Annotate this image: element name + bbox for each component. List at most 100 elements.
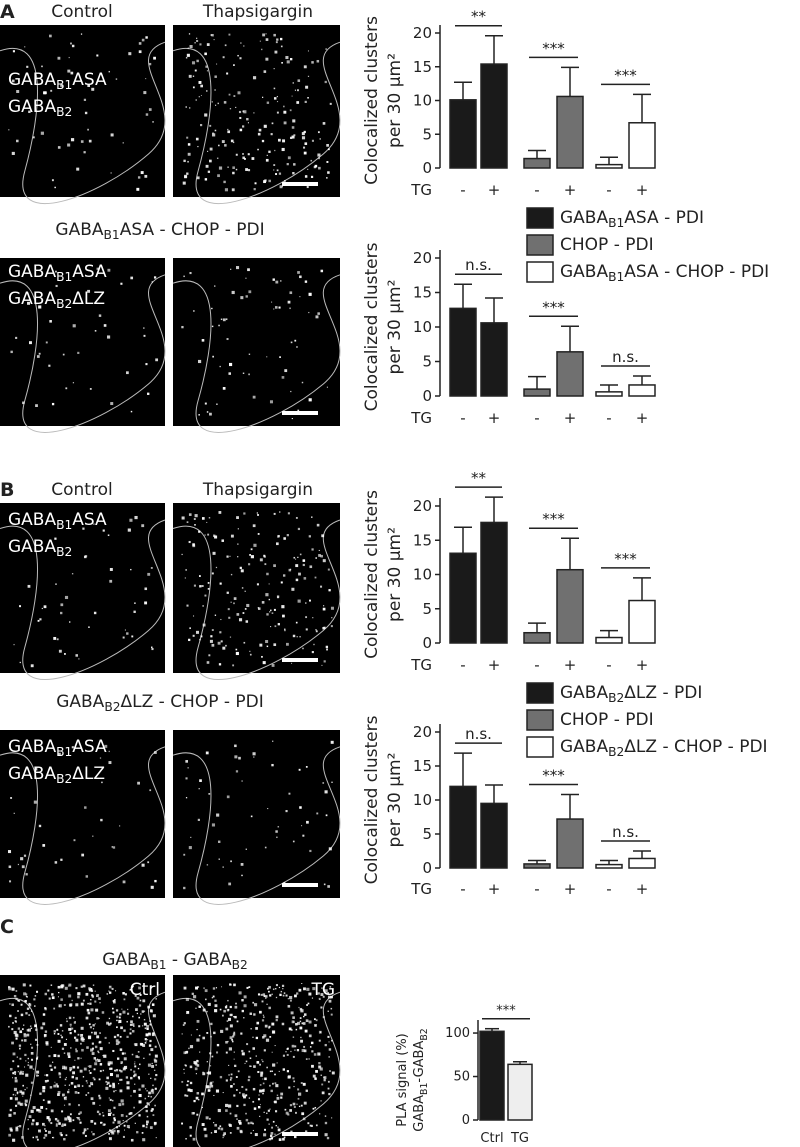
speckle <box>248 1075 251 1079</box>
speckle <box>92 1028 95 1030</box>
speckle <box>36 1070 40 1074</box>
speckle <box>260 1071 264 1075</box>
speckle <box>228 1123 231 1126</box>
speckle <box>324 1115 327 1117</box>
speckle <box>257 513 260 516</box>
speckle <box>253 1065 256 1068</box>
speckle <box>262 96 264 98</box>
speckle <box>116 1034 120 1037</box>
speckle <box>230 573 233 576</box>
speckle <box>91 1031 93 1034</box>
y-tick-label: 0 <box>422 387 432 405</box>
speckle <box>313 1053 317 1056</box>
speckle <box>230 1013 233 1017</box>
speckle <box>27 1028 31 1032</box>
speckle <box>227 1040 229 1043</box>
speckle <box>61 1124 64 1127</box>
speckle <box>153 276 157 279</box>
speckle <box>191 1111 195 1115</box>
speckle <box>276 95 278 98</box>
speckle <box>326 177 328 179</box>
bar <box>523 631 551 644</box>
speckle <box>247 122 249 124</box>
significance-label: ** <box>471 7 487 25</box>
speckle <box>282 988 284 990</box>
speckle <box>92 1101 96 1105</box>
speckle <box>59 1132 63 1135</box>
speckle <box>186 1010 190 1015</box>
speckle <box>316 523 320 527</box>
speckle <box>146 1120 149 1124</box>
speckle <box>11 1003 14 1007</box>
speckle <box>183 159 186 163</box>
speckle <box>299 1007 303 1011</box>
speckle <box>323 660 326 663</box>
speckle <box>285 1050 287 1053</box>
speckle <box>62 1093 65 1097</box>
speckle <box>210 1081 213 1084</box>
speckle <box>307 97 309 99</box>
speckle <box>274 1133 276 1135</box>
speckle <box>133 1106 135 1109</box>
speckle <box>74 1091 78 1094</box>
speckle <box>288 1086 291 1089</box>
speckle <box>263 180 266 184</box>
speckle <box>209 1082 213 1086</box>
speckle <box>233 1083 235 1085</box>
speckle <box>228 1104 232 1108</box>
speckle <box>286 534 289 537</box>
speckle <box>40 1026 44 1030</box>
speckle <box>87 1128 89 1130</box>
speckle <box>278 172 282 175</box>
speckle <box>242 372 245 374</box>
speckle <box>212 987 216 990</box>
speckle <box>53 1066 57 1069</box>
speckle <box>233 1031 236 1034</box>
speckle <box>314 576 317 579</box>
speckle <box>235 648 238 651</box>
speckle <box>301 381 304 384</box>
y-tick-label: 15 <box>413 57 432 75</box>
speckle <box>215 104 217 106</box>
speckle <box>67 143 71 147</box>
speckle <box>323 883 326 886</box>
speckle <box>202 1008 206 1012</box>
speckle <box>239 566 242 570</box>
speckle <box>287 997 290 1000</box>
speckle <box>58 1122 61 1125</box>
speckle <box>250 815 253 818</box>
speckle <box>280 990 283 993</box>
speckle <box>67 1052 71 1056</box>
speckle <box>91 995 95 998</box>
speckle <box>188 1047 190 1050</box>
speckle <box>262 661 266 665</box>
micrograph <box>0 25 166 205</box>
speckle <box>291 417 293 420</box>
x-axis-label: TG <box>410 656 432 674</box>
speckle <box>313 166 316 169</box>
speckle <box>99 1104 101 1106</box>
speckle <box>145 1105 148 1108</box>
speckle <box>83 98 87 101</box>
speckle <box>72 1016 75 1019</box>
speckle <box>282 1054 285 1057</box>
speckle <box>196 1091 200 1095</box>
speckle <box>109 567 113 571</box>
bar <box>480 802 508 869</box>
speckle <box>17 1071 19 1073</box>
speckle <box>279 280 282 282</box>
speckle <box>283 121 287 125</box>
speckle <box>51 179 54 182</box>
speckle <box>204 989 208 993</box>
speckle <box>320 554 323 558</box>
speckle <box>21 1039 24 1042</box>
speckle <box>60 611 63 615</box>
speckle <box>116 1015 119 1018</box>
speckle <box>113 1000 116 1004</box>
speckle <box>207 170 211 173</box>
speckle <box>308 311 310 314</box>
speckle <box>271 122 274 125</box>
bar <box>628 857 656 869</box>
bar <box>556 818 584 869</box>
speckle <box>118 1125 121 1127</box>
